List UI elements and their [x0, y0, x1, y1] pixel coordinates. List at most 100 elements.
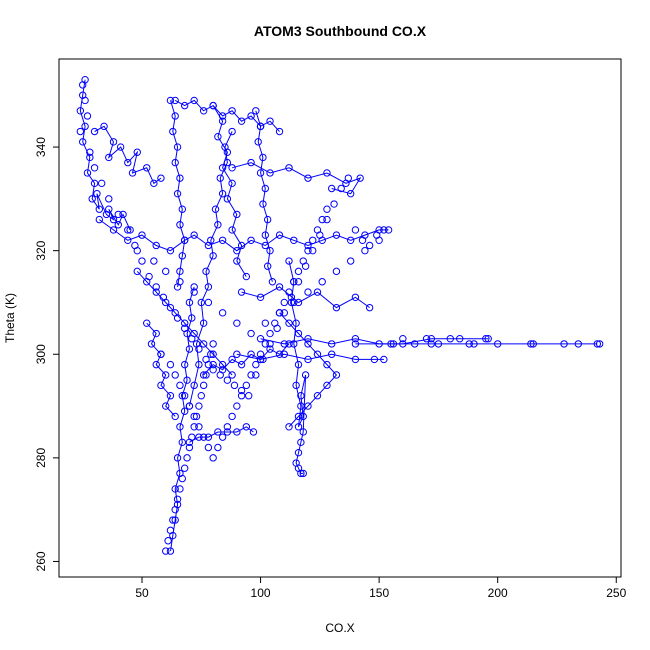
- y-tick-label: 280: [34, 448, 48, 468]
- data-point: [199, 371, 208, 379]
- data-point: [162, 402, 170, 410]
- data-point: [233, 257, 241, 265]
- data-point: [259, 153, 267, 162]
- data-point: [218, 360, 227, 369]
- data-point: [214, 428, 222, 436]
- data-point: [162, 267, 170, 276]
- data-point: [256, 293, 265, 301]
- data-point: [171, 516, 179, 524]
- data-point: [176, 174, 184, 182]
- data-point: [358, 236, 367, 245]
- data-point: [297, 392, 305, 400]
- data-point: [195, 345, 203, 353]
- data-point: [285, 340, 293, 348]
- data-point: [313, 392, 322, 400]
- data-point: [287, 298, 296, 307]
- y-tick-label: 340: [34, 137, 48, 157]
- data-point: [188, 314, 196, 322]
- data-point: [109, 226, 118, 234]
- data-point: [180, 101, 189, 110]
- data-point: [313, 226, 322, 234]
- data-point: [88, 195, 96, 203]
- data-point: [83, 169, 92, 177]
- data-point: [223, 376, 232, 384]
- data-point: [176, 423, 184, 431]
- data-point: [173, 495, 182, 503]
- series-line: [255, 110, 273, 282]
- data-point: [209, 252, 217, 260]
- data-point: [190, 231, 198, 239]
- data-point: [199, 340, 208, 348]
- data-point: [86, 153, 94, 162]
- x-axis: 50 100 150 200 250: [135, 577, 627, 600]
- data-point: [109, 138, 118, 146]
- data-point: [183, 376, 191, 384]
- data-point: [346, 189, 355, 198]
- data-point: [185, 345, 194, 353]
- data-point: [422, 335, 431, 343]
- data-point: [228, 107, 236, 115]
- data-point: [294, 423, 303, 431]
- data-point: [290, 236, 298, 245]
- data-point: [228, 164, 236, 172]
- data-point: [261, 184, 270, 193]
- y-axis-label: Theta (K): [3, 293, 17, 343]
- data-point: [207, 350, 215, 358]
- data-point: [263, 215, 272, 224]
- data-point: [285, 288, 293, 296]
- data-point: [294, 267, 303, 276]
- data-point: [266, 329, 274, 338]
- data-point: [384, 226, 393, 234]
- data-point: [259, 200, 267, 208]
- data-point: [351, 226, 360, 234]
- data-point: [266, 340, 274, 348]
- data-point: [247, 329, 255, 338]
- data-point: [233, 402, 241, 410]
- data-point: [173, 143, 182, 151]
- data-point: [218, 117, 227, 125]
- x-tick-label: 200: [488, 586, 508, 600]
- data-point: [261, 340, 270, 348]
- data-point: [527, 340, 535, 348]
- data-point: [86, 148, 94, 156]
- data-point: [299, 257, 307, 265]
- data-point: [195, 360, 203, 369]
- data-point: [195, 433, 203, 441]
- data-point: [79, 81, 87, 89]
- data-point: [192, 412, 201, 421]
- data-point: [164, 537, 172, 545]
- data-point: [456, 335, 464, 343]
- data-point: [328, 184, 336, 193]
- data-point: [171, 505, 179, 514]
- data-point: [256, 335, 265, 343]
- data-point: [133, 148, 141, 156]
- data-point: [245, 392, 253, 400]
- data-layer: [76, 76, 604, 555]
- data-point: [209, 360, 217, 369]
- data-point: [90, 164, 99, 172]
- series-line: [231, 162, 362, 195]
- data-point: [185, 443, 194, 452]
- data-point: [309, 246, 317, 255]
- data-point: [332, 231, 341, 239]
- data-point: [427, 340, 435, 348]
- data-point: [157, 350, 165, 358]
- data-point: [292, 381, 300, 390]
- data-point: [228, 226, 236, 234]
- data-point: [328, 340, 336, 348]
- data-point: [380, 226, 388, 234]
- data-point: [178, 392, 187, 400]
- data-point: [209, 101, 217, 110]
- data-point: [529, 340, 537, 348]
- data-point: [195, 423, 203, 431]
- data-point: [351, 355, 360, 364]
- data-point: [318, 278, 326, 286]
- data-point: [76, 107, 85, 115]
- data-point: [105, 205, 113, 213]
- data-point: [299, 469, 307, 478]
- data-point: [138, 231, 146, 239]
- data-point: [309, 236, 317, 245]
- data-point: [361, 246, 369, 255]
- data-point: [299, 412, 307, 421]
